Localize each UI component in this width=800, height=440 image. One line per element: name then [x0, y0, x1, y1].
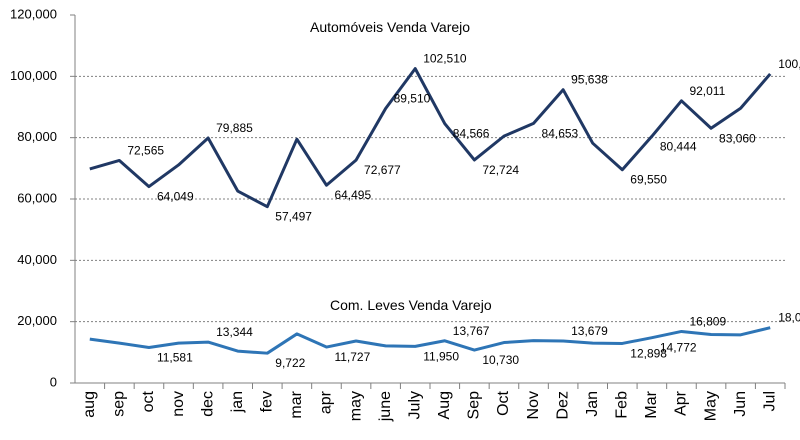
x-tick-label: Mar — [643, 390, 660, 418]
x-tick-label: Oct — [495, 390, 512, 415]
x-tick-label: May — [702, 391, 719, 421]
value-label: 95,638 — [571, 73, 608, 87]
x-tick-label: July — [406, 391, 423, 419]
value-label: 11,950 — [423, 349, 459, 363]
value-label: 102,510 — [423, 52, 467, 66]
value-label: 80,444 — [660, 139, 697, 153]
value-label: 14,772 — [660, 341, 697, 355]
x-tick-label: jan — [229, 391, 246, 413]
x-tick-label: Aug — [436, 391, 453, 419]
x-tick-label: oct — [140, 390, 157, 412]
value-label: 72,724 — [482, 163, 519, 177]
value-label: 13,344 — [216, 325, 253, 339]
series-line — [89, 326, 771, 355]
series-name: Automóveis Venda Varejo — [310, 19, 470, 35]
value-label: 13,767 — [453, 324, 490, 338]
value-label: 9,722 — [275, 356, 305, 370]
value-label: 84,566 — [453, 127, 490, 141]
x-tick-label: may — [347, 391, 364, 421]
x-tick-label: nov — [170, 391, 187, 417]
x-tick-label: Sep — [466, 391, 483, 420]
x-tick-label: Feb — [614, 391, 631, 419]
value-label: 84,653 — [542, 126, 579, 140]
x-tick-label: sep — [111, 391, 128, 417]
value-label: 10,730 — [482, 353, 519, 367]
value-label: 64,495 — [334, 188, 371, 202]
value-label: 72,565 — [127, 143, 164, 157]
value-label: 89,510 — [394, 92, 431, 106]
value-label: 83,060 — [719, 131, 756, 145]
value-label: 57,497 — [275, 210, 312, 224]
value-label: 12,898 — [630, 346, 667, 360]
y-tick-label: 40,000 — [17, 252, 57, 267]
x-tick-label: dec — [199, 391, 216, 417]
y-tick-label: 100,000 — [10, 68, 57, 83]
value-label: 64,049 — [157, 190, 194, 204]
y-tick-label: 120,000 — [10, 6, 57, 21]
series-line — [89, 67, 772, 209]
value-label: 79,885 — [216, 121, 253, 135]
series-name: Com. Leves Venda Varejo — [330, 297, 492, 313]
x-tick-label: june — [377, 391, 394, 422]
x-tick-label: Jul — [761, 391, 778, 411]
x-tick-label: Nov — [525, 391, 542, 419]
y-tick-label: 0 — [50, 374, 57, 389]
x-tick-label: mar — [288, 390, 305, 418]
value-label: 11,581 — [157, 350, 193, 364]
value-label: 16,809 — [689, 314, 726, 328]
y-tick-label: 80,000 — [17, 129, 57, 144]
value-label: 18,027 — [778, 311, 800, 325]
value-label: 13,679 — [571, 324, 608, 338]
value-label: 11,727 — [334, 350, 370, 364]
x-tick-label: aug — [81, 391, 98, 418]
x-tick-label: Jan — [584, 391, 601, 417]
x-tick-label: Dez — [554, 391, 571, 419]
x-tick-label: fev — [259, 391, 276, 412]
y-tick-label: 20,000 — [17, 313, 57, 328]
value-label: 92,011 — [689, 84, 725, 98]
value-label: 72,677 — [364, 163, 401, 177]
x-tick-label: Apr — [673, 390, 690, 416]
x-tick-label: apr — [318, 390, 335, 414]
value-label: 69,550 — [630, 173, 667, 187]
value-label: 100,775 — [778, 57, 800, 71]
y-tick-label: 60,000 — [17, 190, 57, 205]
x-tick-label: Jun — [732, 391, 749, 417]
